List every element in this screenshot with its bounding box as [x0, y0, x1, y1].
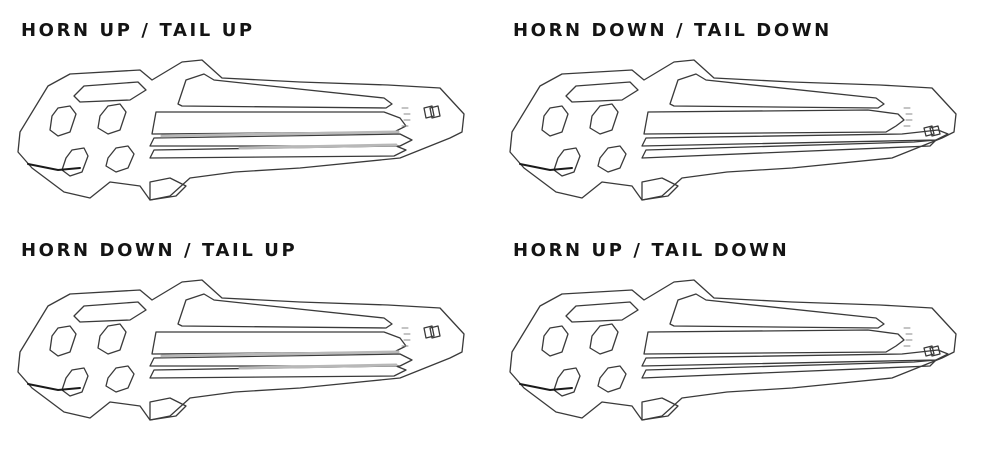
hull-line — [27, 163, 81, 172]
fin-1 — [49, 325, 77, 357]
tail-box-2 — [429, 325, 441, 339]
sketch-drawing — [509, 279, 957, 421]
sketch-drawing — [509, 59, 957, 201]
fin-2 — [97, 103, 127, 135]
fin-3 — [553, 367, 581, 397]
lower-spur — [149, 177, 187, 201]
outline — [17, 279, 465, 421]
lower-slat-2 — [641, 139, 937, 159]
fin-4 — [105, 145, 135, 173]
tail-box-1 — [423, 325, 435, 339]
panel-title: HORN DOWN / TAIL UP — [21, 240, 298, 261]
panel-horn-down-tail-down: HORN DOWN / TAIL DOWN — [492, 0, 972, 220]
mid-slat — [151, 111, 407, 135]
mid-slat — [643, 329, 905, 355]
mid-slat — [151, 331, 407, 355]
horn-slot — [565, 81, 639, 103]
horn-slot — [565, 301, 639, 323]
outline — [17, 59, 465, 201]
outline — [509, 59, 957, 201]
lower-slat-2 — [641, 359, 937, 379]
tail-box-1 — [923, 345, 935, 357]
panel-title: HORN DOWN / TAIL DOWN — [513, 20, 832, 41]
fin-1 — [541, 325, 569, 357]
tail-box-2 — [929, 345, 941, 357]
panel-horn-down-tail-up: HORN DOWN / TAIL UP — [0, 220, 480, 440]
tail-box-1 — [423, 105, 435, 119]
hull-line — [519, 163, 573, 172]
lower-spur — [641, 397, 679, 421]
lower-spur — [641, 177, 679, 201]
hull-line — [519, 383, 573, 392]
fin-2 — [97, 323, 127, 355]
horn-slot — [73, 81, 147, 103]
mid-slat — [643, 109, 905, 135]
sketch-drawing — [17, 59, 465, 201]
fin-3 — [553, 147, 581, 177]
smudge-2 — [238, 143, 398, 150]
upper-slat — [177, 293, 393, 329]
outline — [509, 279, 957, 421]
upper-slat — [177, 73, 393, 109]
panel-horn-up-tail-up: HORN UP / TAIL UP — [0, 0, 480, 220]
smudge-2 — [238, 363, 398, 370]
smudge-1 — [160, 350, 400, 358]
tail-box-2 — [429, 105, 441, 119]
smudge-1 — [160, 130, 400, 138]
panel-horn-up-tail-down: HORN UP / TAIL DOWN — [492, 220, 972, 440]
fin-4 — [597, 145, 627, 173]
sketch-drawing — [17, 279, 465, 421]
panel-title: HORN UP / TAIL UP — [21, 20, 255, 41]
fin-3 — [61, 367, 89, 397]
upper-slat — [669, 73, 885, 109]
upper-slat — [669, 293, 885, 329]
horn-slot — [73, 301, 147, 323]
hull-line — [27, 383, 81, 392]
fin-2 — [589, 323, 619, 355]
tail-box-2 — [929, 125, 941, 137]
fin-4 — [105, 365, 135, 393]
fin-2 — [589, 103, 619, 135]
fin-4 — [597, 365, 627, 393]
fin-3 — [61, 147, 89, 177]
panel-title: HORN UP / TAIL DOWN — [513, 240, 790, 261]
fin-1 — [49, 105, 77, 137]
fin-1 — [541, 105, 569, 137]
lower-slat-2 — [149, 365, 407, 379]
lower-slat-2 — [149, 145, 407, 159]
tail-box-1 — [923, 125, 935, 137]
lower-spur — [149, 397, 187, 421]
